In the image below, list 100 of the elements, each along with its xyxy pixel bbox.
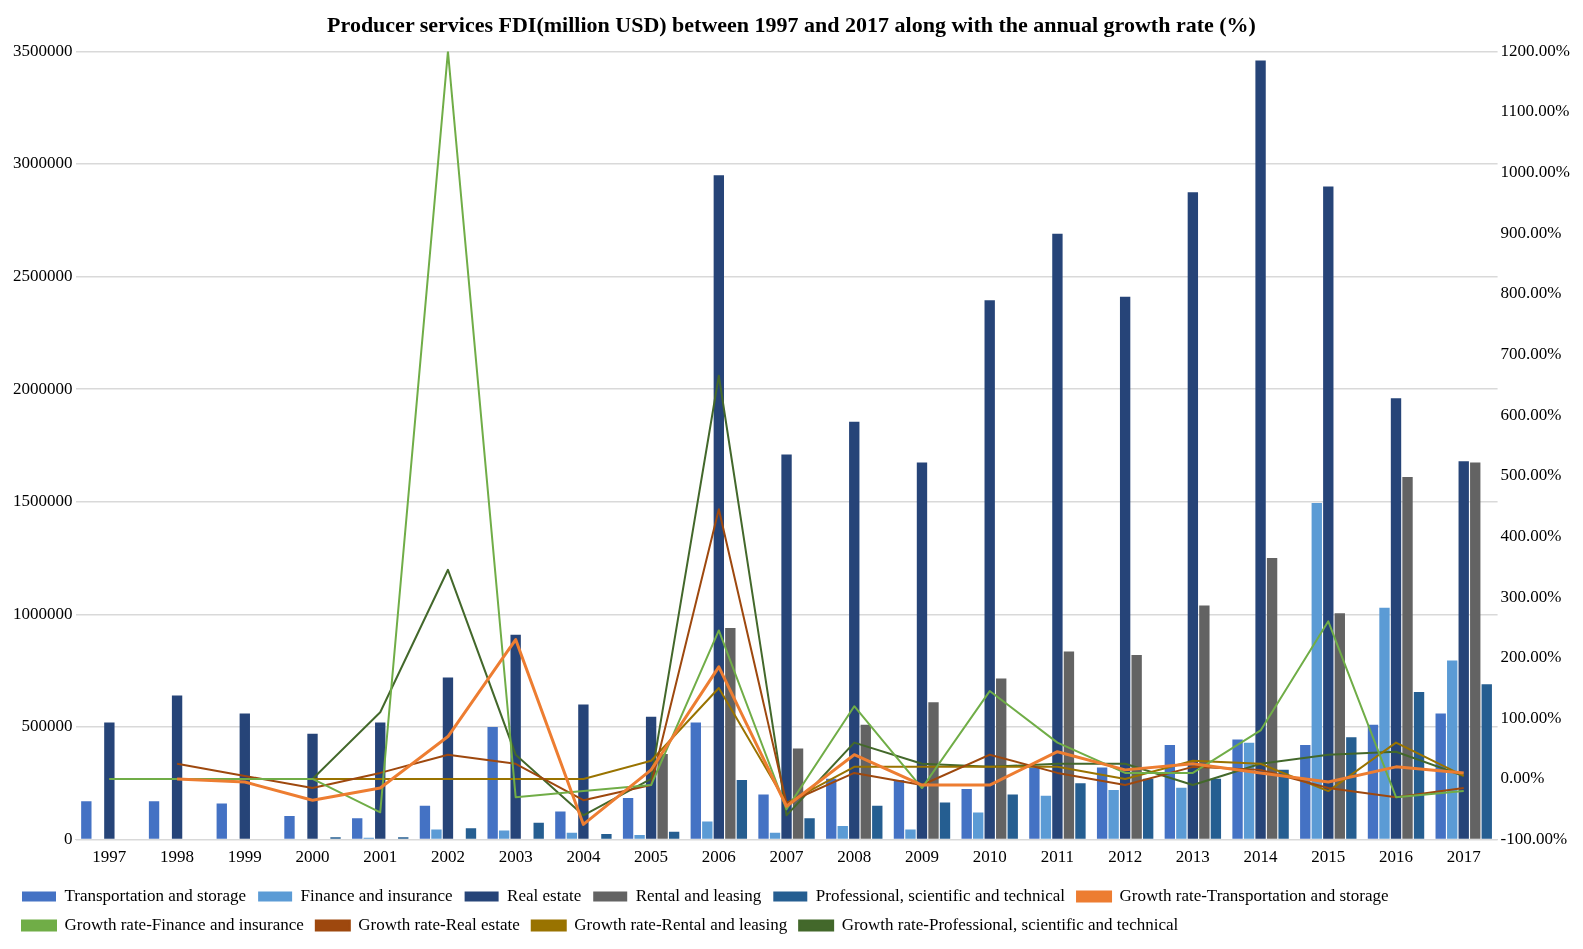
bar [1210,778,1222,839]
bar [419,805,431,839]
bar [498,830,510,839]
bar [1311,502,1322,839]
y2-tick-label: 700.00% [1500,344,1562,364]
bar [1187,192,1199,839]
bar [984,300,995,839]
bar [1413,692,1425,839]
x-tick-label: 2016 [1379,847,1414,867]
x-tick-label: 2005 [634,847,669,867]
bar [1029,767,1040,839]
bar [1266,558,1278,839]
x-tick-label: 2007 [769,847,805,867]
legend-label: Professional, scientific and technical [815,885,1066,905]
bar [465,828,477,839]
bar [1278,769,1289,839]
bar [1458,461,1469,839]
y-tick-label: 3000000 [13,153,73,173]
bar [171,695,183,839]
bar [1007,794,1018,839]
bar [555,811,566,839]
bar [566,832,578,839]
bar [1131,654,1142,839]
y2-tick-label: 0.00% [1500,768,1545,788]
bar [104,722,115,839]
bar [352,818,363,839]
bar [622,797,634,839]
y-tick-label: 3500000 [13,40,73,60]
bar [1142,778,1154,839]
bar [1176,787,1187,839]
x-tick-label: 2009 [904,847,939,867]
bar [769,832,781,839]
x-tick-label: 2015 [1311,847,1346,867]
y-tick-label: 0 [64,829,73,849]
bar [939,802,951,839]
x-tick-label: 2004 [566,847,601,867]
bar [973,812,984,839]
bar [668,831,680,839]
x-tick-label: 2002 [430,847,465,867]
y2-tick-label: 600.00% [1500,404,1562,424]
bar [1232,739,1243,839]
x-tick-label: 2001 [363,847,398,867]
y2-tick-label: 300.00% [1500,586,1562,606]
legend-label: Transportation and storage [64,885,247,905]
x-tick-label: 2000 [295,847,330,867]
bar [634,835,645,839]
x-tick-label: 2014 [1243,847,1279,867]
bar [1447,660,1458,839]
legend-label: Rental and leasing [635,885,762,905]
bar [1119,296,1131,839]
x-tick-label: 2003 [498,847,533,867]
y-tick-label: 500000 [21,716,73,736]
legend-label: Real estate [507,885,582,905]
y2-tick-label: 1100.00% [1500,101,1570,121]
bar [837,826,848,839]
bar [781,454,792,839]
y-tick-label: 1000000 [13,603,73,623]
bar [1379,607,1390,839]
bar [601,833,612,839]
bar [872,805,883,839]
bar [216,803,227,839]
bar [713,175,725,839]
bar [1063,651,1075,839]
bar [81,801,92,839]
bar [578,704,589,839]
bar [804,818,815,839]
bar [1323,186,1334,839]
bar [148,801,160,839]
x-tick-label: 2006 [701,847,736,867]
bar [1052,233,1063,839]
bar [487,727,498,839]
y2-tick-label: -100.00% [1500,829,1568,849]
bar [826,778,837,839]
bar [442,677,454,839]
x-tick-label: 1998 [160,847,195,867]
bar [1402,477,1413,839]
legend-label: Growth rate-Finance and insurance [64,914,304,934]
bar [1470,462,1481,839]
x-tick-label: 2012 [1108,847,1143,867]
bar [431,829,442,839]
y2-tick-label: 800.00% [1500,283,1562,303]
bar [725,627,736,839]
bar [1334,613,1345,839]
legend-label: Finance and insurance [300,885,453,905]
x-tick-label: 2010 [972,847,1007,867]
legend-label: Growth rate-Professional, scientific and technical [841,914,1179,934]
y2-tick-label: 400.00% [1500,525,1562,545]
legend-label: Growth rate-Real estate [358,914,520,934]
bar [1040,795,1052,839]
bar [690,722,701,839]
legend-label: Growth rate-Rental and leasing [574,914,788,934]
bar [239,713,250,839]
y2-tick-label: 1000.00% [1500,162,1571,182]
bar [1255,60,1266,839]
bar [736,779,748,839]
bar [284,815,295,839]
bar [1096,767,1108,839]
bar [758,794,769,839]
y-tick-label: 2000000 [13,378,73,398]
bar [1199,605,1210,839]
